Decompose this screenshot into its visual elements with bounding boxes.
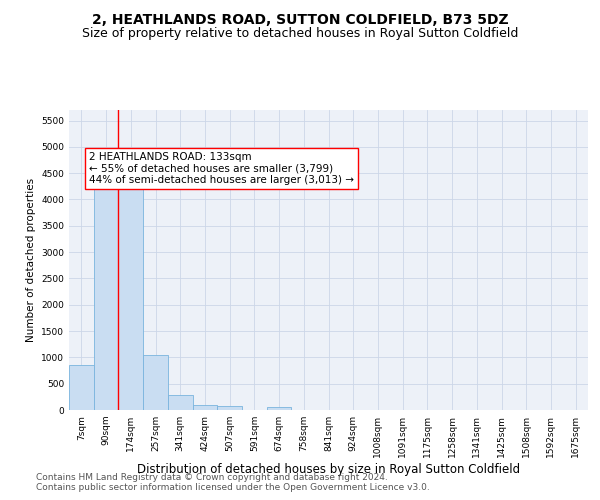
Text: 2 HEATHLANDS ROAD: 133sqm
← 55% of detached houses are smaller (3,799)
44% of se: 2 HEATHLANDS ROAD: 133sqm ← 55% of detac… <box>89 152 354 186</box>
Bar <box>193 404 217 410</box>
Text: 2, HEATHLANDS ROAD, SUTTON COLDFIELD, B73 5DZ: 2, HEATHLANDS ROAD, SUTTON COLDFIELD, B7… <box>92 12 508 26</box>
Text: Contains public sector information licensed under the Open Government Licence v3: Contains public sector information licen… <box>36 484 430 492</box>
Bar <box>118 169 143 410</box>
Bar <box>267 407 292 410</box>
Text: Size of property relative to detached houses in Royal Sutton Coldfield: Size of property relative to detached ho… <box>82 28 518 40</box>
Y-axis label: Number of detached properties: Number of detached properties <box>26 178 35 342</box>
Text: Contains HM Land Registry data © Crown copyright and database right 2024.: Contains HM Land Registry data © Crown c… <box>36 474 388 482</box>
Bar <box>143 354 168 410</box>
Bar <box>94 169 118 410</box>
Bar <box>168 396 193 410</box>
Bar <box>69 366 94 410</box>
Bar <box>217 406 242 410</box>
X-axis label: Distribution of detached houses by size in Royal Sutton Coldfield: Distribution of detached houses by size … <box>137 462 520 475</box>
